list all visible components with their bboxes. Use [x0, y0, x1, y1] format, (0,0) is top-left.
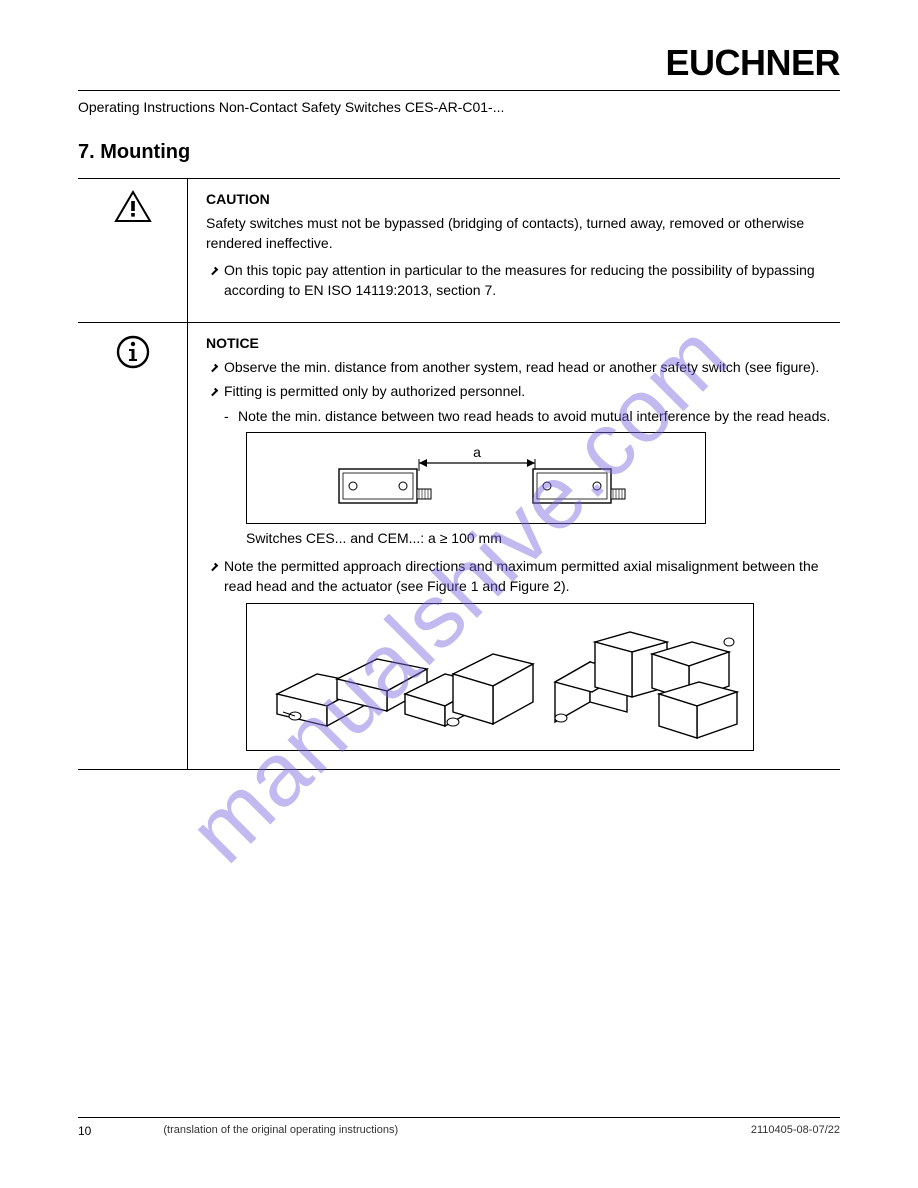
section-number: 7.	[78, 141, 95, 163]
pair-4	[652, 638, 737, 738]
pair-1	[277, 659, 427, 726]
notice-list-item: Fitting is permitted only by authorized …	[206, 381, 832, 426]
notice-list: Observe the min. distance from another s…	[206, 357, 832, 426]
caution-heading: CAUTION	[206, 191, 832, 207]
figure2-svg	[247, 604, 755, 752]
notice-body: NOTICE Observe the min. distance from an…	[188, 323, 840, 768]
page-number: 10	[78, 1124, 91, 1138]
section-title-text: Mounting	[100, 141, 190, 163]
figure1-wrap: a	[246, 432, 832, 546]
fig1-dim-label: a	[473, 444, 481, 460]
pair-2	[405, 654, 533, 726]
page-footer: 10 (translation of the original operatin…	[78, 1117, 840, 1138]
notice-list-2: Note the permitted approach directions a…	[206, 556, 832, 597]
notice-list-item: Observe the min. distance from another s…	[206, 357, 832, 377]
notice-list-item: Note the permitted approach directions a…	[206, 556, 832, 597]
notice-block: NOTICE Observe the min. distance from an…	[78, 322, 840, 769]
page-header: EUCHNER	[78, 42, 840, 91]
caution-text: Safety switches must not be bypassed (br…	[206, 213, 832, 254]
notice-list-item-sub: Note the min. distance between two read …	[238, 408, 830, 424]
caution-body: CAUTION Safety switches must not be bypa…	[188, 179, 840, 322]
figure1-caption: Switches CES... and CEM...: a ≥ 100 mm	[246, 530, 832, 546]
notice-list-item-main: Fitting is permitted only by authorized …	[224, 383, 525, 399]
document-title: Operating Instructions Non-Contact Safet…	[78, 99, 840, 115]
caution-list-item: On this topic pay attention in particula…	[206, 260, 832, 301]
figure2-frame	[246, 603, 754, 751]
caution-block: CAUTION Safety switches must not be bypa…	[78, 178, 840, 322]
footer-translation: (translation of the original operating i…	[163, 1124, 398, 1138]
figure1-frame: a	[246, 432, 706, 524]
footer-doc-no: 2110405-08-07/22	[751, 1124, 840, 1138]
notice-heading: NOTICE	[206, 335, 832, 351]
brand-logo: EUCHNER	[665, 42, 840, 84]
figure2-wrap	[246, 603, 832, 751]
caution-list: On this topic pay attention in particula…	[206, 260, 832, 301]
info-icon	[116, 335, 150, 369]
page-container: EUCHNER Operating Instructions Non-Conta…	[0, 0, 918, 770]
warning-triangle-icon	[115, 191, 151, 223]
section-heading: 7. Mounting	[78, 141, 840, 164]
caution-icon-col	[78, 179, 188, 322]
notice-icon-col	[78, 323, 188, 768]
figure1-svg: a	[247, 433, 707, 525]
pair-3	[555, 632, 667, 722]
